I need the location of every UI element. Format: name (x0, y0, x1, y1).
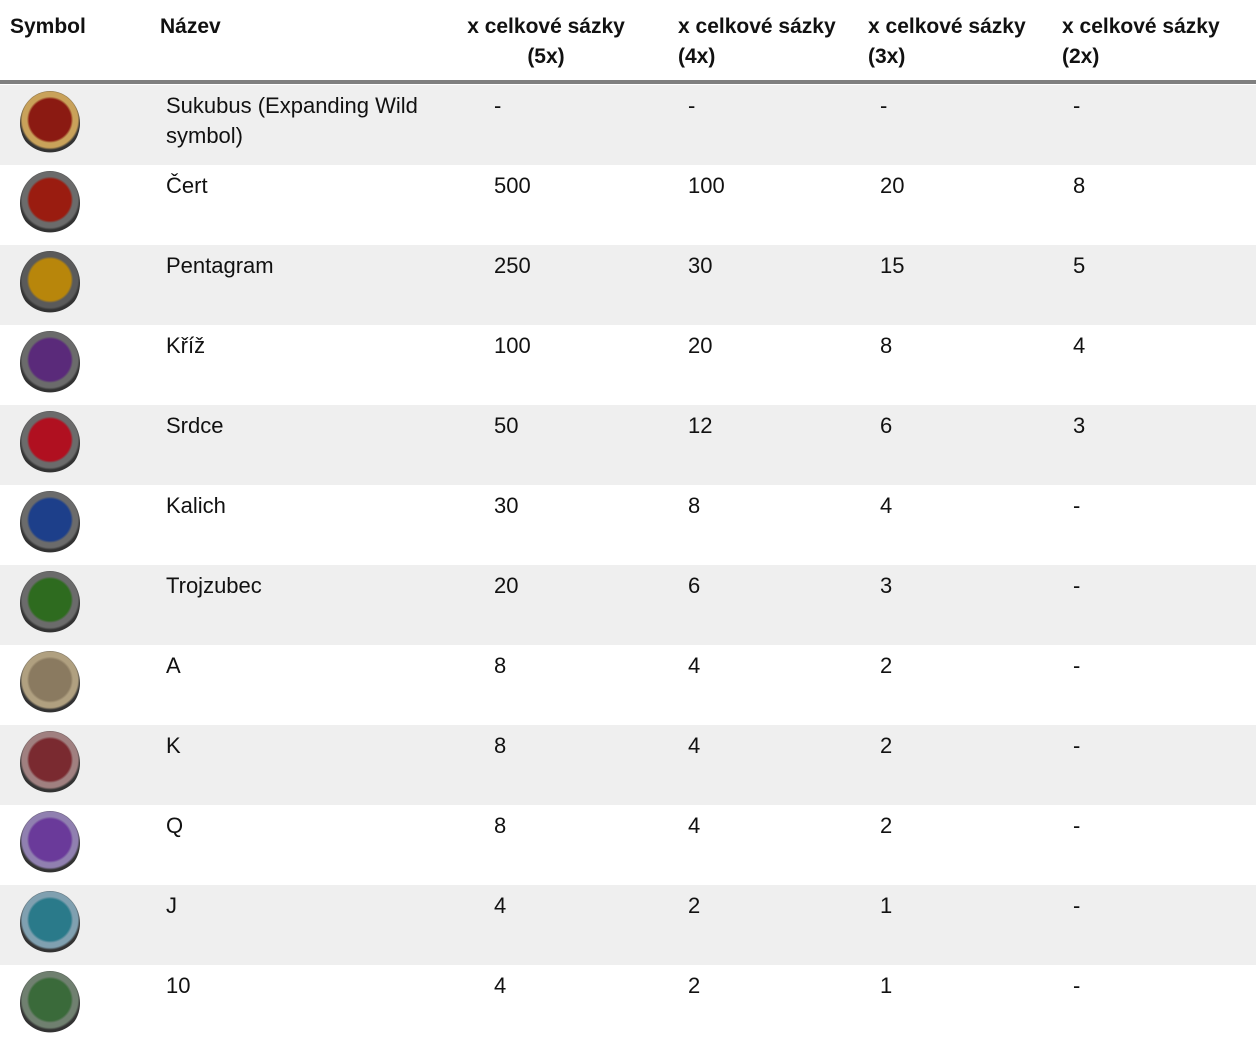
payout-value: 2 (880, 733, 893, 758)
payout-value: 4 (688, 733, 701, 758)
payout-value: - (1073, 93, 1081, 118)
symbol-icon (20, 651, 80, 715)
symbol-name: Kalich (166, 493, 226, 518)
payout-value: 4 (688, 653, 701, 678)
symbol-name: J (166, 893, 177, 918)
payout-value: 4 (688, 813, 701, 838)
payout-value: 8 (494, 813, 507, 838)
symbol-name: 10 (166, 973, 191, 998)
payout-value: 12 (688, 413, 713, 438)
column-header: x celkové sázky (2x) (1062, 15, 1220, 68)
payout-value: - (1073, 573, 1081, 598)
header-rule (0, 80, 1256, 84)
symbol-icon (20, 571, 80, 635)
payout-value: - (1073, 733, 1081, 758)
payout-value: - (1073, 973, 1081, 998)
payout-value: 4 (494, 973, 507, 998)
payout-value: 1 (880, 973, 893, 998)
row-background (0, 85, 1256, 165)
payout-value: 4 (494, 893, 507, 918)
payout-value: 20 (494, 573, 519, 598)
symbol-name: Čert (166, 173, 208, 198)
payout-value: 100 (688, 173, 725, 198)
symbol-name: Kříž (166, 333, 206, 358)
payout-value: 2 (880, 653, 893, 678)
column-header: x celkové sázky (3x) (868, 15, 1026, 68)
payout-value: 8 (880, 333, 893, 358)
payout-value: 30 (688, 253, 713, 278)
symbol-icon (20, 891, 80, 955)
payout-value: 4 (1073, 333, 1086, 358)
payout-value: - (1073, 813, 1081, 838)
payout-value: 5 (1073, 253, 1086, 278)
symbol-icon (20, 811, 80, 875)
payout-value: 1 (880, 893, 893, 918)
symbol-name: Sukubus (Expanding Wild symbol) (166, 93, 418, 148)
payout-value: 30 (494, 493, 519, 518)
payout-value: 50 (494, 413, 519, 438)
payout-value: - (494, 93, 502, 118)
row-background (0, 405, 1256, 485)
row-background (0, 725, 1256, 805)
payout-value: 2 (688, 893, 701, 918)
payout-value: - (1073, 653, 1081, 678)
symbol-icon (20, 331, 80, 395)
symbol-name: K (166, 733, 181, 758)
payout-value: 8 (494, 653, 507, 678)
payout-value: - (880, 93, 888, 118)
column-header: x celkové sázky (4x) (678, 15, 836, 68)
payout-value: 2 (880, 813, 893, 838)
payout-value: 250 (494, 253, 531, 278)
symbol-name: Q (166, 813, 184, 838)
symbol-icon (20, 91, 80, 155)
symbol-icon (20, 491, 80, 555)
payout-value: - (1073, 893, 1081, 918)
symbol-icon (20, 171, 80, 235)
symbol-icon (20, 971, 80, 1035)
symbol-name: Pentagram (166, 253, 274, 278)
payout-value: 8 (494, 733, 507, 758)
payout-value: 3 (1073, 413, 1086, 438)
symbol-icon (20, 411, 80, 475)
payout-value: 2 (688, 973, 701, 998)
column-header: x celkové sázky (5x) (467, 15, 625, 68)
symbol-icon (20, 251, 80, 315)
column-header: Název (160, 15, 221, 38)
symbol-name: A (166, 653, 181, 678)
payout-value: 20 (688, 333, 713, 358)
payout-value: 15 (880, 253, 905, 278)
payout-value: 6 (688, 573, 701, 598)
payout-value: 20 (880, 173, 905, 198)
payout-value: 4 (880, 493, 893, 518)
row-background (0, 885, 1256, 965)
payout-value: 6 (880, 413, 893, 438)
row-background (0, 245, 1256, 325)
row-background (0, 565, 1256, 645)
payout-value: - (688, 93, 696, 118)
payout-value: 500 (494, 173, 531, 198)
symbol-name: Srdce (166, 413, 224, 438)
payout-value: - (1073, 493, 1081, 518)
payout-value: 8 (1073, 173, 1086, 198)
symbol-icon (20, 731, 80, 795)
payout-value: 8 (688, 493, 701, 518)
symbol-name: Trojzubec (166, 573, 262, 598)
column-header: Symbol (10, 15, 86, 38)
payout-value: 3 (880, 573, 893, 598)
payout-value: 100 (494, 333, 531, 358)
